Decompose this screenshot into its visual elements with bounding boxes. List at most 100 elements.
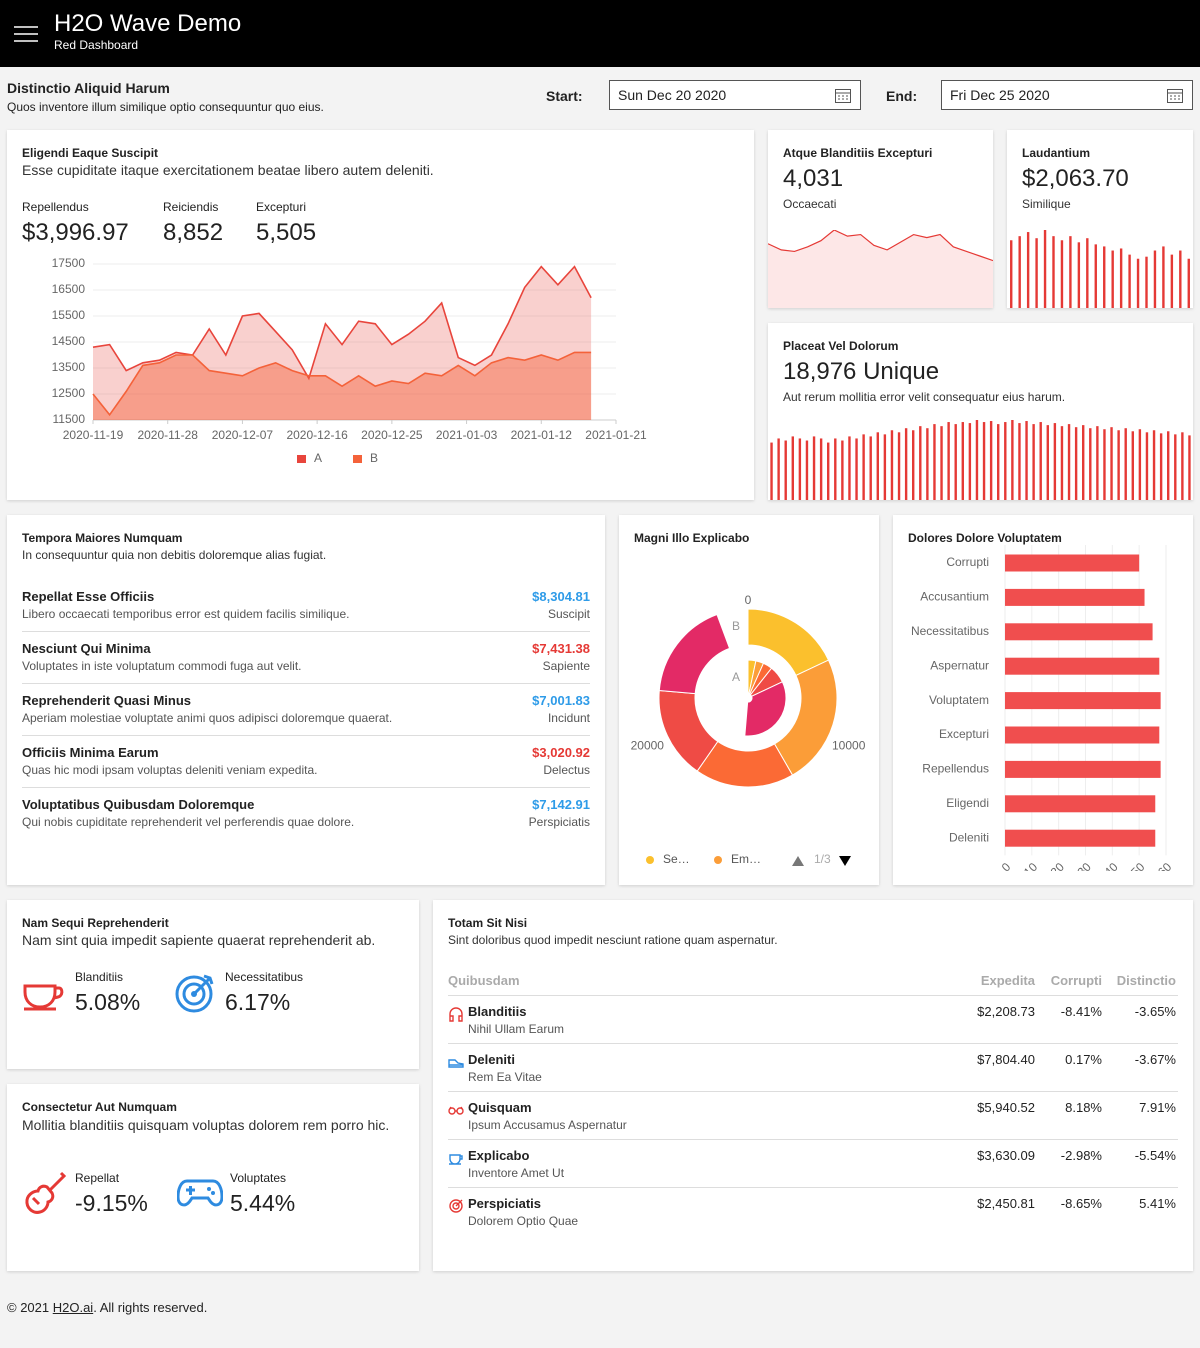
bar <box>1179 250 1182 308</box>
card-title: Magni Illo Explicabo <box>634 531 750 545</box>
bar <box>1060 426 1064 500</box>
calendar-icon <box>835 89 851 103</box>
bar <box>1117 430 1120 500</box>
x-tick-label: 2020-11-28 <box>137 428 198 442</box>
y-tick-label: 13500 <box>52 360 86 374</box>
start-date-picker[interactable]: Sun Dec 20 2020 <box>609 80 861 110</box>
x-tick-label: 2020-12-07 <box>212 428 274 442</box>
legend-prev[interactable] <box>792 856 804 866</box>
bar <box>1018 423 1021 500</box>
x-tick-label: 30 <box>1074 860 1094 871</box>
legend-swatch <box>353 455 362 463</box>
x-tick-label: 2020-12-25 <box>361 428 423 442</box>
item-aux: Perspiciatis <box>528 815 590 829</box>
menu-button[interactable] <box>14 26 38 42</box>
item-caption: Aperiam molestiae voluptate animi quos a… <box>22 711 393 725</box>
bar <box>1032 424 1035 500</box>
bar <box>989 421 993 500</box>
donut-slice <box>658 613 731 695</box>
card-title: Placeat Vel Dolorum <box>783 339 899 353</box>
legend-label: A <box>314 451 322 465</box>
x-tick-label: 50 <box>1128 860 1148 871</box>
item-caption: Qui nobis cupiditate reprehenderit vel p… <box>22 815 355 829</box>
donut-card: Magni Illo Explicabo A B 0 10000 20000 Se… Em…… <box>619 515 879 885</box>
area <box>93 266 592 420</box>
x-tick-label: 2020-11-19 <box>63 428 124 442</box>
stat-value: $3,996.97 <box>22 219 129 246</box>
card-caption: Aut rerum mollitia error velit consequat… <box>783 390 1066 404</box>
bar <box>1067 424 1071 500</box>
cell: $3,630.09 <box>977 1148 1035 1163</box>
bar <box>1089 428 1092 500</box>
bar <box>919 426 922 500</box>
header: H2O Wave Demo Red Dashboard <box>0 0 1200 67</box>
column-header: Corrupti <box>1050 973 1102 988</box>
bar <box>954 424 957 500</box>
bar <box>1152 430 1156 500</box>
bar <box>1010 240 1013 308</box>
bar <box>1119 248 1123 308</box>
category-label: Deleniti <box>949 830 989 844</box>
bar <box>855 438 858 500</box>
x-tick-label: 2020-12-16 <box>286 428 348 442</box>
bar <box>1011 420 1014 500</box>
row-rule <box>448 1187 1178 1188</box>
footer-link[interactable]: H2O.ai <box>52 1300 94 1315</box>
card-title: Tempora Maiores Numquam <box>22 531 183 545</box>
stat-label: Excepturi <box>256 200 307 214</box>
category-label: Necessitatibus <box>911 624 989 638</box>
end-date-picker[interactable]: Fri Dec 25 2020 <box>941 80 1193 110</box>
bar <box>926 428 929 500</box>
bar <box>770 442 773 500</box>
card-caption: Esse cupiditate itaque exercitationem be… <box>22 162 434 178</box>
bar <box>805 440 809 500</box>
y-tick-label: 11500 <box>53 412 86 426</box>
bar <box>940 426 943 500</box>
bar <box>1162 246 1165 308</box>
stat-value: 6.17% <box>225 989 291 1015</box>
bar <box>1167 431 1170 500</box>
item-rule <box>22 735 590 736</box>
bar <box>1005 726 1160 744</box>
bar <box>798 438 802 500</box>
row-icon <box>449 1199 463 1213</box>
y-tick-label: 16500 <box>52 282 86 296</box>
stat-aux: Occaecati <box>783 197 837 211</box>
row-name: Deleniti <box>468 1052 515 1067</box>
bar <box>784 440 787 500</box>
column-header: Quibusdam <box>448 973 520 988</box>
category-label: Aspernatur <box>930 658 989 672</box>
legend-label: B <box>370 451 378 465</box>
bar <box>1174 434 1177 500</box>
stats-card: Nam Sequi Reprehenderit Nam sint quia im… <box>7 900 419 1069</box>
stat-value: 5.44% <box>230 1190 296 1216</box>
bar <box>1005 795 1156 813</box>
area-chart: 11500 12500 13500 14500 15500 16500 17500 2020-… <box>52 256 647 465</box>
bar <box>1039 422 1042 500</box>
bar <box>1124 428 1127 500</box>
card-title: Dolores Dolore Voluptatem <box>908 531 1062 545</box>
x-tick-label: 20 <box>1048 860 1068 871</box>
guitar-icon <box>25 1171 67 1214</box>
item-aux: Incidunt <box>547 711 590 725</box>
bar <box>1153 250 1157 308</box>
item-caption: Libero occaecati temporibus error est qu… <box>22 607 350 621</box>
card-caption: Nam sint quia impedit sapiente quaerat r… <box>22 932 376 948</box>
bar <box>1005 657 1160 675</box>
row-icon <box>449 1154 463 1165</box>
cell: 0.17% <box>1065 1052 1102 1067</box>
bar <box>777 438 780 500</box>
cell: -5.54% <box>1134 1148 1176 1163</box>
bar <box>791 436 794 500</box>
card-title: Laudantium <box>1022 146 1090 160</box>
item-caption: Voluptates in iste voluptatum commodi fu… <box>22 659 302 673</box>
bar <box>1018 236 1021 308</box>
legend-dot <box>646 856 654 864</box>
row-caption: Nihil Ullam Earum <box>468 1022 565 1036</box>
legend-next[interactable] <box>839 856 851 866</box>
cell: $7,804.40 <box>977 1052 1035 1067</box>
x-tick-label: 0 <box>999 860 1014 871</box>
row-name: Quisquam <box>468 1100 532 1115</box>
stat-card: Laudantium $2,063.70 Similique <box>1007 130 1193 308</box>
